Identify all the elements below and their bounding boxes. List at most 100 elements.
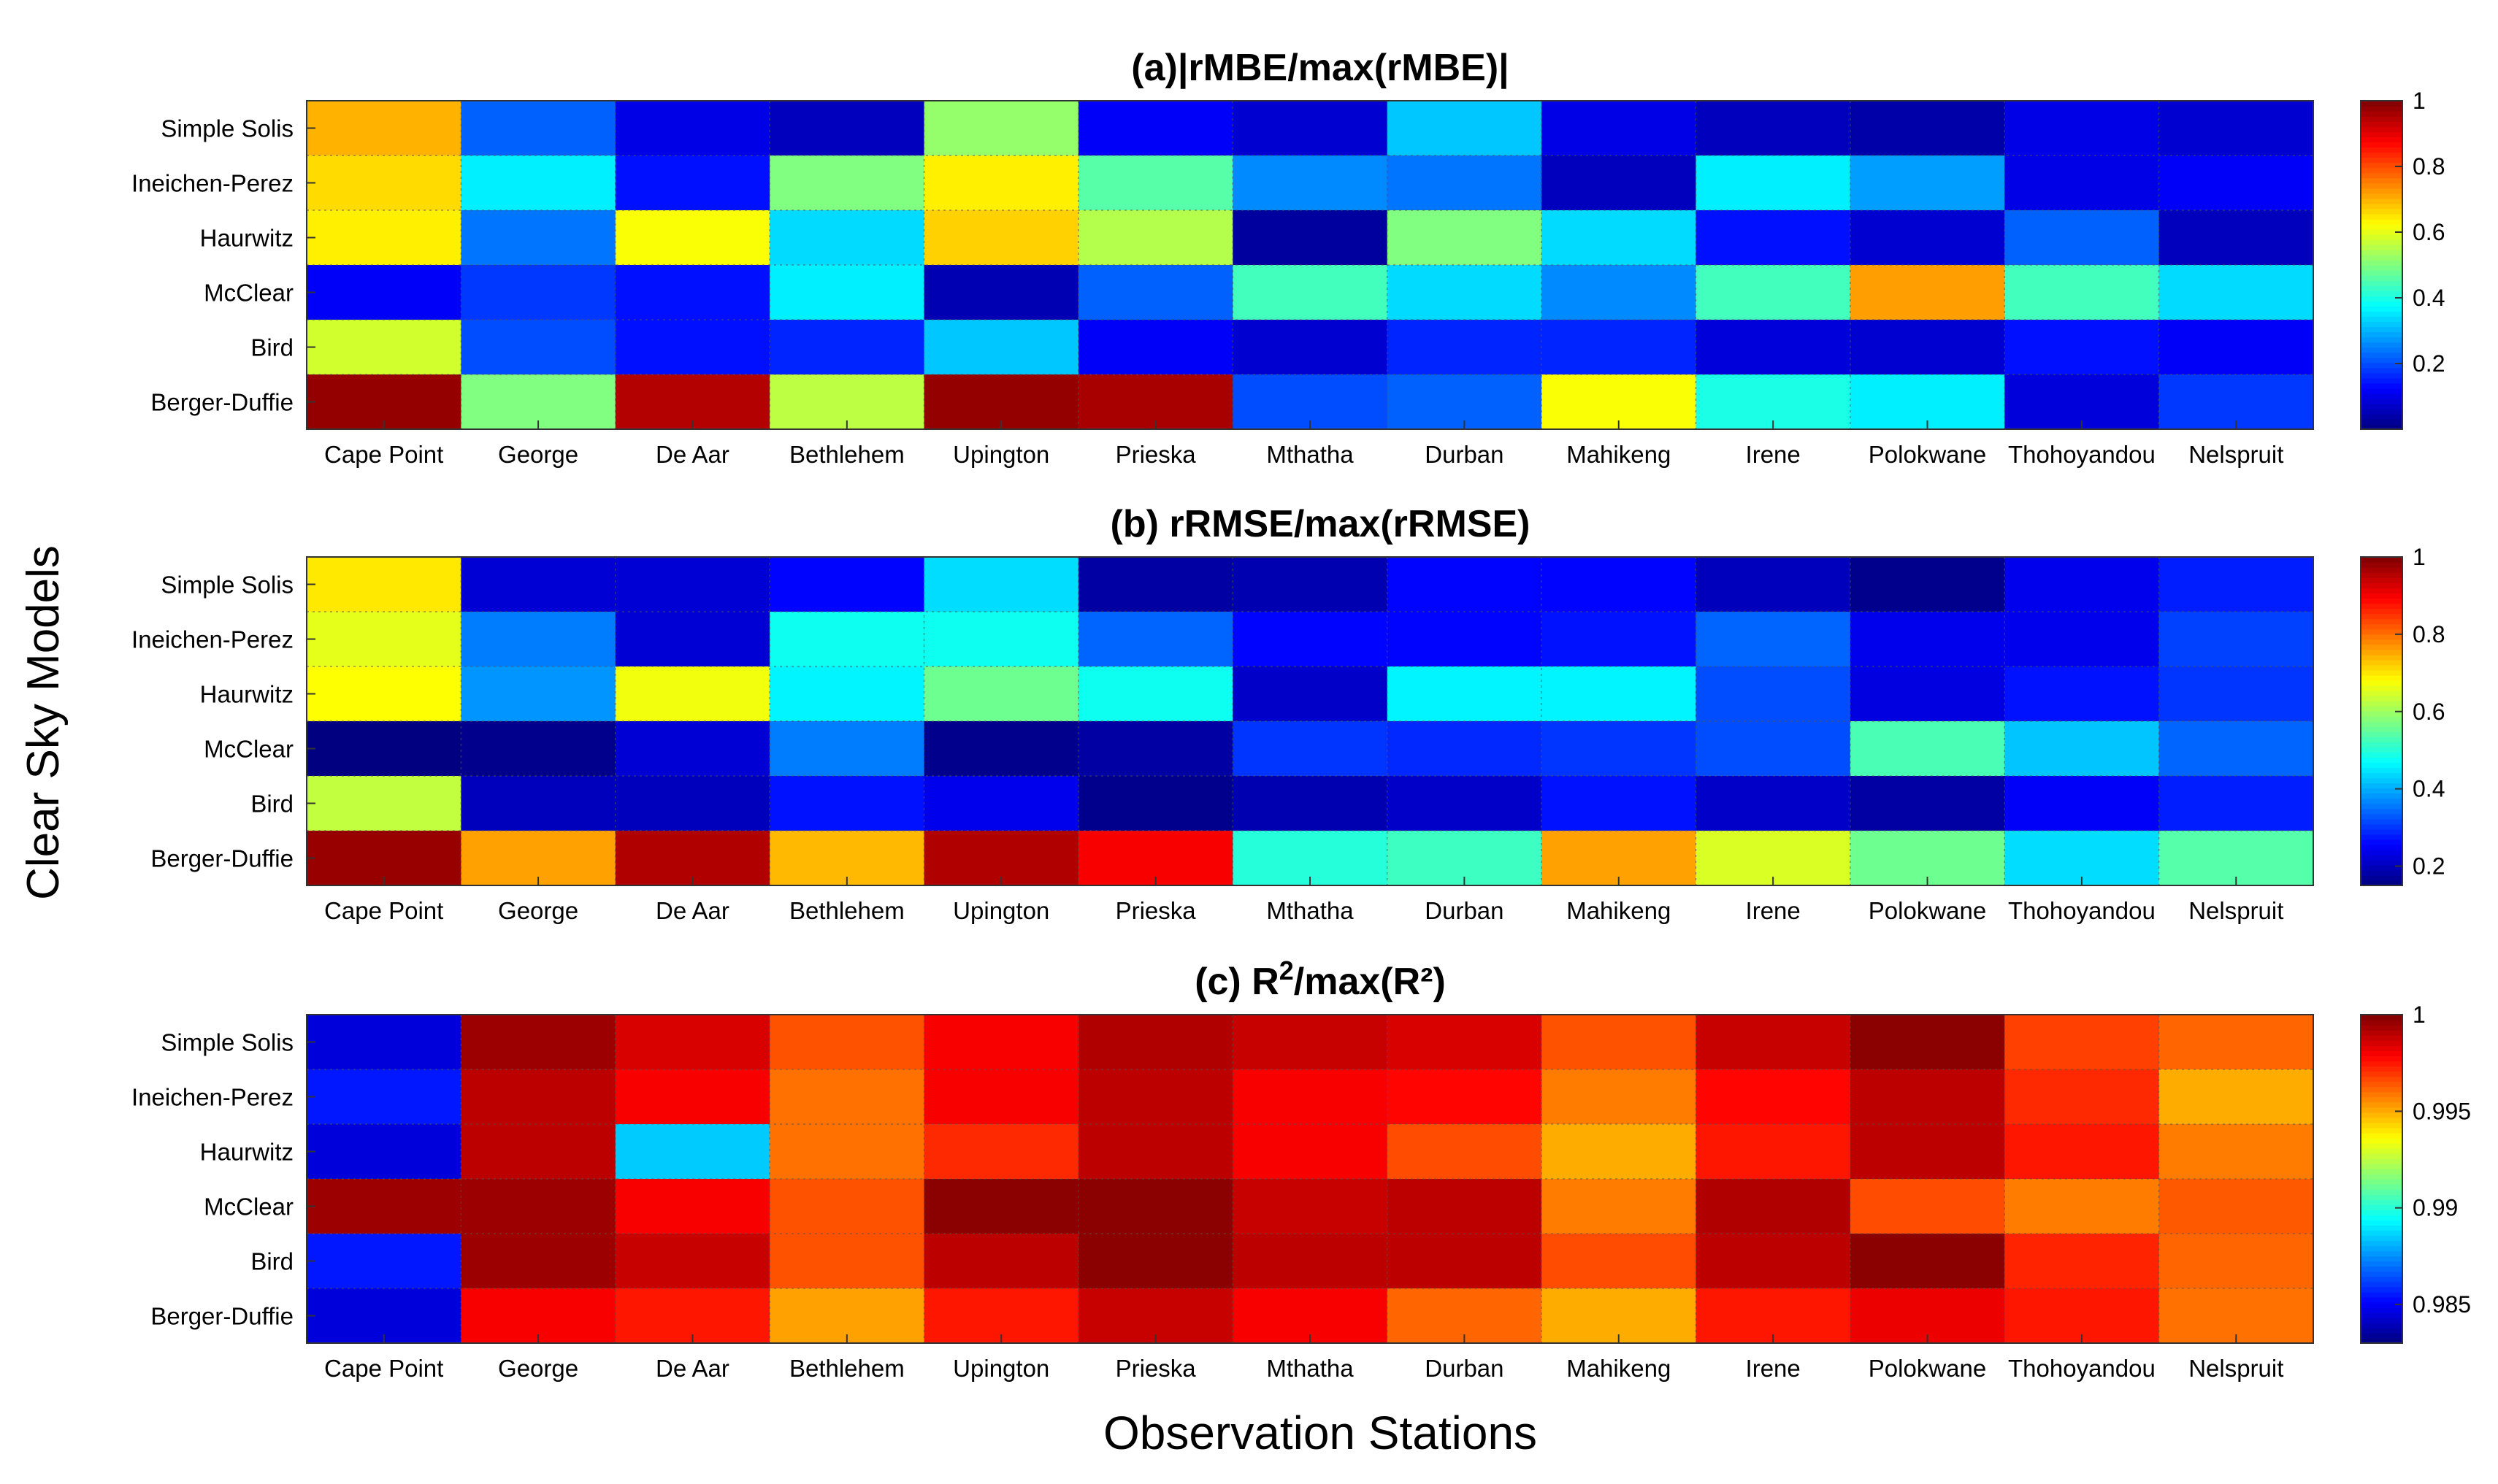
heatmap-cell: [307, 666, 461, 722]
heatmap-cell: [615, 155, 770, 211]
heatmap-cell: [615, 1015, 770, 1070]
colorbar-segment: [2361, 828, 2402, 835]
colorbar-segment: [2361, 106, 2402, 112]
heatmap-cell: [1233, 155, 1388, 211]
colorbar-segment: [2361, 357, 2402, 364]
heatmap-cell: [1387, 265, 1542, 320]
heatmap-cell: [615, 1124, 770, 1180]
colorbar-segment: [2361, 1210, 2402, 1216]
heatmap-cell: [924, 666, 1079, 722]
heatmap-cell: [924, 101, 1079, 156]
heatmap-cell: [2004, 265, 2160, 320]
colorbar-segment: [2361, 557, 2402, 563]
heatmap-cell: [2158, 320, 2314, 375]
heatmap-cell: [770, 1234, 925, 1289]
column-label: Bethlehem: [789, 1355, 905, 1382]
row-label: Simple Solis: [161, 1029, 294, 1056]
colorbar-tick-label: 0.985: [2413, 1291, 2471, 1318]
colorbar-segment: [2361, 403, 2402, 410]
colorbar-segment: [2361, 388, 2402, 394]
column-label: Thohoyandou: [2008, 897, 2156, 924]
colorbar-segment: [2361, 1040, 2402, 1046]
row-label: McClear: [204, 280, 294, 307]
colorbar-segment: [2361, 1220, 2402, 1226]
colorbar-segment: [2361, 788, 2402, 794]
heatmap-cell: [2158, 265, 2314, 320]
heatmap-cell: [615, 1179, 770, 1234]
heatmap-cell: [2158, 1124, 2314, 1180]
colorbar-segment: [2361, 839, 2402, 845]
column-label: Polokwane: [1869, 441, 1986, 468]
row-label: Simple Solis: [161, 572, 294, 599]
heatmap-panels: (a)|rMBE/max(rMBE)| Simple Solis Ineichen-…: [131, 47, 2471, 1382]
colorbar-segment: [2361, 737, 2402, 742]
colorbar-segment: [2361, 321, 2402, 328]
colorbar-segment: [2361, 705, 2402, 712]
colorbar-segment: [2361, 577, 2402, 583]
heatmap-cell: [770, 1015, 925, 1070]
colorbar-segment: [2361, 1158, 2402, 1164]
heatmap-cell: [461, 776, 616, 831]
row-label: McClear: [204, 736, 294, 763]
colorbar-frame: [2360, 100, 2403, 430]
colorbar-segment: [2361, 111, 2402, 117]
column-label: Bethlehem: [789, 441, 905, 468]
heatmap-cell: [2158, 721, 2314, 777]
heatmap-cell: [924, 1234, 1079, 1289]
heatmap-cell: [1850, 1069, 2005, 1125]
column-label: Upington: [953, 1355, 1049, 1382]
heatmap-cell: [1387, 776, 1542, 831]
heatmap-cell: [461, 1015, 616, 1070]
colorbar: 0.2 0.4 0.6 0.8 1: [2360, 88, 2445, 430]
heatmap-cell: [1078, 776, 1233, 831]
heatmap-cell: [615, 557, 770, 612]
colorbar-segment: [2361, 1312, 2402, 1318]
colorbar-segment: [2361, 1081, 2402, 1088]
heatmap-cell: [1078, 1234, 1233, 1289]
heatmap-cell: [770, 101, 925, 156]
heatmap-cell: [770, 155, 925, 211]
colorbar-segment: [2361, 1194, 2402, 1200]
colorbar-segment: [2361, 1137, 2402, 1144]
heatmap-cell: [1233, 557, 1388, 612]
column-label: Polokwane: [1869, 1355, 1986, 1382]
colorbar-segment: [2361, 270, 2402, 276]
colorbar-segment: [2361, 669, 2402, 676]
heatmap-cell: [1233, 1015, 1388, 1070]
heatmap-cell: [2158, 776, 2314, 831]
column-label: Irene: [1746, 897, 1801, 924]
heatmap-cell: [1233, 320, 1388, 375]
heatmap-cell: [770, 210, 925, 266]
colorbar-segment: [2361, 218, 2402, 225]
colorbar-segment: [2361, 239, 2402, 245]
colorbar-segment: [2361, 1173, 2402, 1180]
heatmap-cell: [1233, 1234, 1388, 1289]
heatmap-cell: [1850, 557, 2005, 612]
heatmap-cell: [1233, 1179, 1388, 1234]
colorbar-frame: [2360, 556, 2403, 886]
heatmap-cell: [1696, 557, 1851, 612]
heatmap-cell: [770, 612, 925, 667]
heatmap-cell: [924, 1015, 1079, 1070]
column-label: Prieska: [1116, 1355, 1197, 1382]
colorbar-segment: [2361, 1025, 2402, 1031]
heatmap-cell: [307, 721, 461, 777]
row-label: Berger-Duffie: [150, 845, 294, 872]
heatmap-cell: [1387, 1179, 1542, 1234]
heatmap-cell: [307, 776, 461, 831]
colorbar-segment: [2361, 844, 2402, 850]
colorbar-segment: [2361, 162, 2402, 169]
column-label: Nelspruit: [2188, 897, 2283, 924]
colorbar-tick-label: 0.4: [2413, 285, 2445, 311]
colorbar-segment: [2361, 1332, 2402, 1339]
colorbar-segment: [2361, 1050, 2402, 1057]
heatmap-cell: [1541, 666, 1697, 722]
heatmap-cell: [1850, 265, 2005, 320]
colorbar-segment: [2361, 413, 2402, 420]
heatmap-cell: [461, 101, 616, 156]
colorbar-segment: [2361, 869, 2402, 876]
column-label: Irene: [1746, 441, 1801, 468]
heatmap-cell: [1850, 1179, 2005, 1234]
colorbar-segment: [2361, 347, 2402, 353]
heatmap-cell: [307, 1179, 461, 1234]
